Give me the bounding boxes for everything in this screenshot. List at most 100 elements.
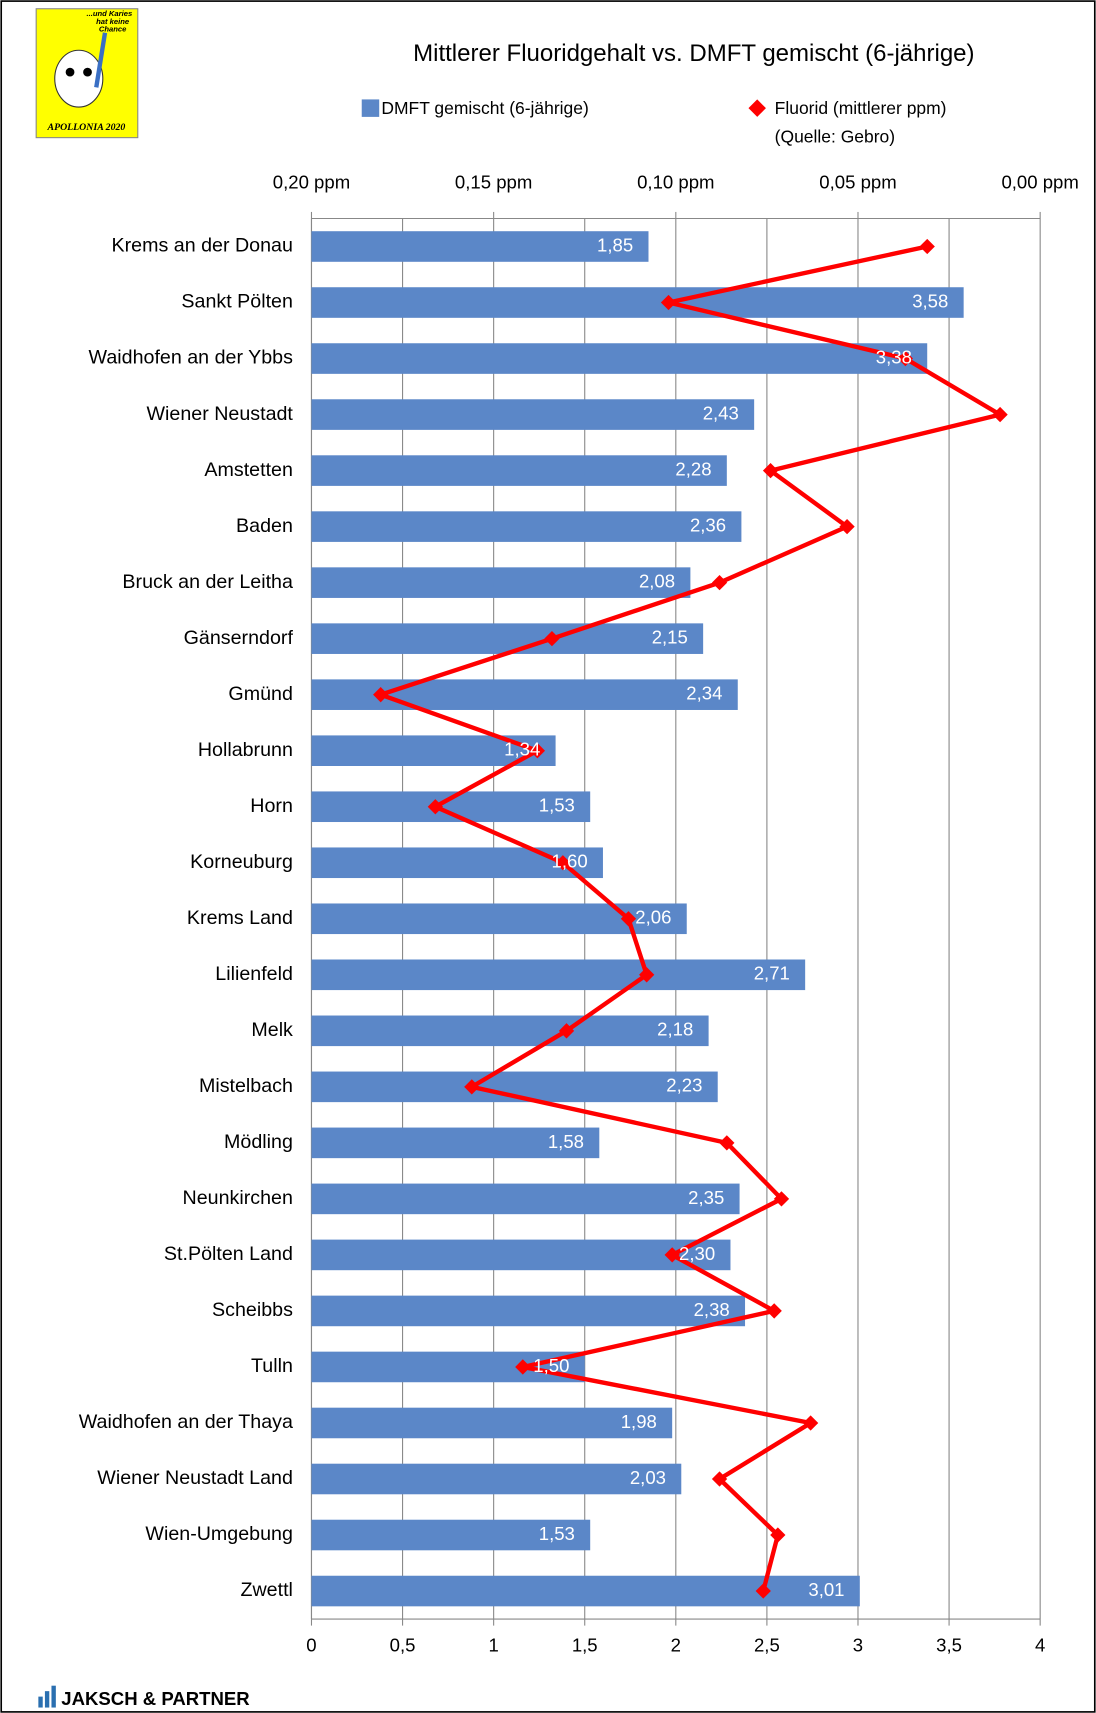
y-tick-label: Amstetten bbox=[204, 459, 293, 481]
y-tick-label: Bruck an der Leitha bbox=[122, 571, 293, 593]
y-tick-label: Krems Land bbox=[187, 907, 293, 929]
marker bbox=[544, 631, 560, 647]
logo-face bbox=[54, 49, 104, 108]
bar bbox=[311, 1295, 746, 1327]
y-tick-label: Horn bbox=[250, 795, 293, 817]
legend-label: DMFT gemischt (6-jährige) bbox=[381, 98, 588, 118]
marker bbox=[839, 518, 855, 535]
y-tick-label: Wiener Neustadt Land bbox=[97, 1467, 293, 1489]
data-label: 2,03 bbox=[630, 1467, 666, 1488]
y-tick-label: Mödling bbox=[224, 1131, 293, 1153]
bar bbox=[311, 287, 964, 318]
x-tick-label: 1,5 bbox=[572, 1634, 598, 1655]
bar bbox=[311, 455, 727, 486]
footer-text: JAKSCH & PARTNER bbox=[61, 1688, 250, 1709]
bar bbox=[311, 959, 806, 991]
y-tick-label: Hollabrunn bbox=[198, 739, 293, 761]
logo-text: ...und Karies bbox=[86, 9, 132, 18]
marker bbox=[427, 799, 444, 815]
data-label: 1,58 bbox=[548, 1131, 584, 1152]
y-tick-label: Gänserndorf bbox=[184, 627, 294, 649]
bar bbox=[311, 1127, 600, 1159]
logo: ...und Karies hat keine Chance APOLLONIA… bbox=[35, 8, 139, 139]
data-label: 1,53 bbox=[539, 1523, 575, 1544]
marker bbox=[660, 294, 677, 311]
bar bbox=[311, 1015, 709, 1047]
logo-name: APOLLONIA 2020 bbox=[47, 122, 126, 133]
y-tick-label: Lilienfeld bbox=[215, 963, 293, 985]
marker bbox=[529, 743, 546, 759]
marker bbox=[373, 687, 389, 703]
data-label: 2,71 bbox=[754, 963, 790, 984]
marker bbox=[711, 574, 728, 591]
logo-eye bbox=[83, 67, 92, 77]
bar bbox=[311, 1239, 731, 1271]
bar bbox=[311, 1407, 673, 1439]
data-label: 2,08 bbox=[639, 571, 675, 592]
footer-logo: JAKSCH & PARTNER bbox=[38, 1685, 250, 1709]
bar bbox=[311, 567, 691, 598]
legend-note: (Quelle: Gebro) bbox=[775, 126, 895, 146]
plot: 0 0,5 1 1,5 2 2,5 3 3,5 4 0,20 ppm 0,15 ppm 0,10 pp… bbox=[79, 171, 1079, 1655]
y-tick-label: Zwettl bbox=[240, 1579, 292, 1601]
marker bbox=[664, 1247, 680, 1263]
logo-brush bbox=[94, 32, 108, 88]
data-label: 1,98 bbox=[621, 1411, 657, 1432]
data-label: 3,38 bbox=[876, 346, 912, 367]
y-tick-label: Korneuburg bbox=[190, 851, 293, 873]
legend-swatch bbox=[361, 99, 380, 117]
data-label: 2,15 bbox=[652, 627, 688, 648]
data-label: 1,50 bbox=[533, 1355, 569, 1376]
marker bbox=[464, 1079, 480, 1095]
y-tick-label: Melk bbox=[251, 1019, 293, 1041]
data-label: 3,58 bbox=[912, 290, 948, 311]
footer-bar bbox=[38, 1696, 43, 1708]
y-tick-label: Krems an der Donau bbox=[112, 235, 293, 257]
marker bbox=[620, 911, 637, 927]
marker bbox=[992, 406, 1008, 423]
data-label: 1,85 bbox=[597, 234, 633, 255]
logo-text: hat keine bbox=[96, 17, 130, 26]
x-tick-label: 0 bbox=[306, 1634, 316, 1655]
y-tick-label: Baden bbox=[236, 515, 293, 537]
y-tick-label: Waidhofen an der Ybbs bbox=[89, 347, 294, 369]
bar bbox=[311, 343, 928, 374]
x-tick-label: 2,5 bbox=[754, 1634, 780, 1655]
y-tick-label: St.Pölten Land bbox=[164, 1243, 293, 1265]
y-tick-label: Wien-Umgebung bbox=[145, 1523, 292, 1545]
data-label: 2,38 bbox=[694, 1299, 730, 1320]
bar bbox=[311, 399, 755, 430]
data-label: 2,18 bbox=[657, 1019, 693, 1040]
chart-title: Mittlerer Fluoridgehalt vs. DMFT gemisch… bbox=[413, 40, 974, 67]
y-tick-label: Sankt Pölten bbox=[181, 291, 292, 313]
x2-tick-label: 0,20 ppm bbox=[273, 171, 350, 192]
y-tick-label: Waidhofen an der Thaya bbox=[79, 1411, 293, 1433]
x-tick-label: 2 bbox=[671, 1634, 681, 1655]
y-tick-label: Wiener Neustadt bbox=[147, 403, 294, 425]
x-tick-label: 3,5 bbox=[936, 1634, 962, 1655]
x-tick-label: 1 bbox=[488, 1634, 498, 1655]
footer-bar bbox=[51, 1685, 56, 1708]
marker bbox=[639, 967, 655, 983]
data-label: 2,23 bbox=[666, 1075, 702, 1096]
marker bbox=[897, 350, 914, 367]
marker bbox=[558, 1023, 575, 1039]
bar bbox=[311, 1183, 740, 1215]
y-tick-label: Gmünd bbox=[228, 683, 292, 705]
x-tick-label: 0,5 bbox=[390, 1634, 416, 1655]
data-label: 1,60 bbox=[552, 851, 588, 872]
marker bbox=[919, 238, 935, 255]
data-label: 2,06 bbox=[635, 907, 671, 928]
marker bbox=[711, 1471, 728, 1487]
data-label: 2,35 bbox=[688, 1187, 724, 1208]
bar bbox=[311, 231, 649, 262]
bar bbox=[311, 623, 704, 654]
data-label: 2,36 bbox=[690, 515, 726, 536]
bar bbox=[311, 1351, 585, 1383]
x-tick-label: 3 bbox=[853, 1634, 863, 1655]
x2-tick-label: 0,05 ppm bbox=[819, 171, 896, 192]
bar bbox=[311, 847, 603, 879]
data-label: 1,34 bbox=[504, 739, 540, 760]
x2-tick-label: 0,00 ppm bbox=[1001, 171, 1078, 192]
